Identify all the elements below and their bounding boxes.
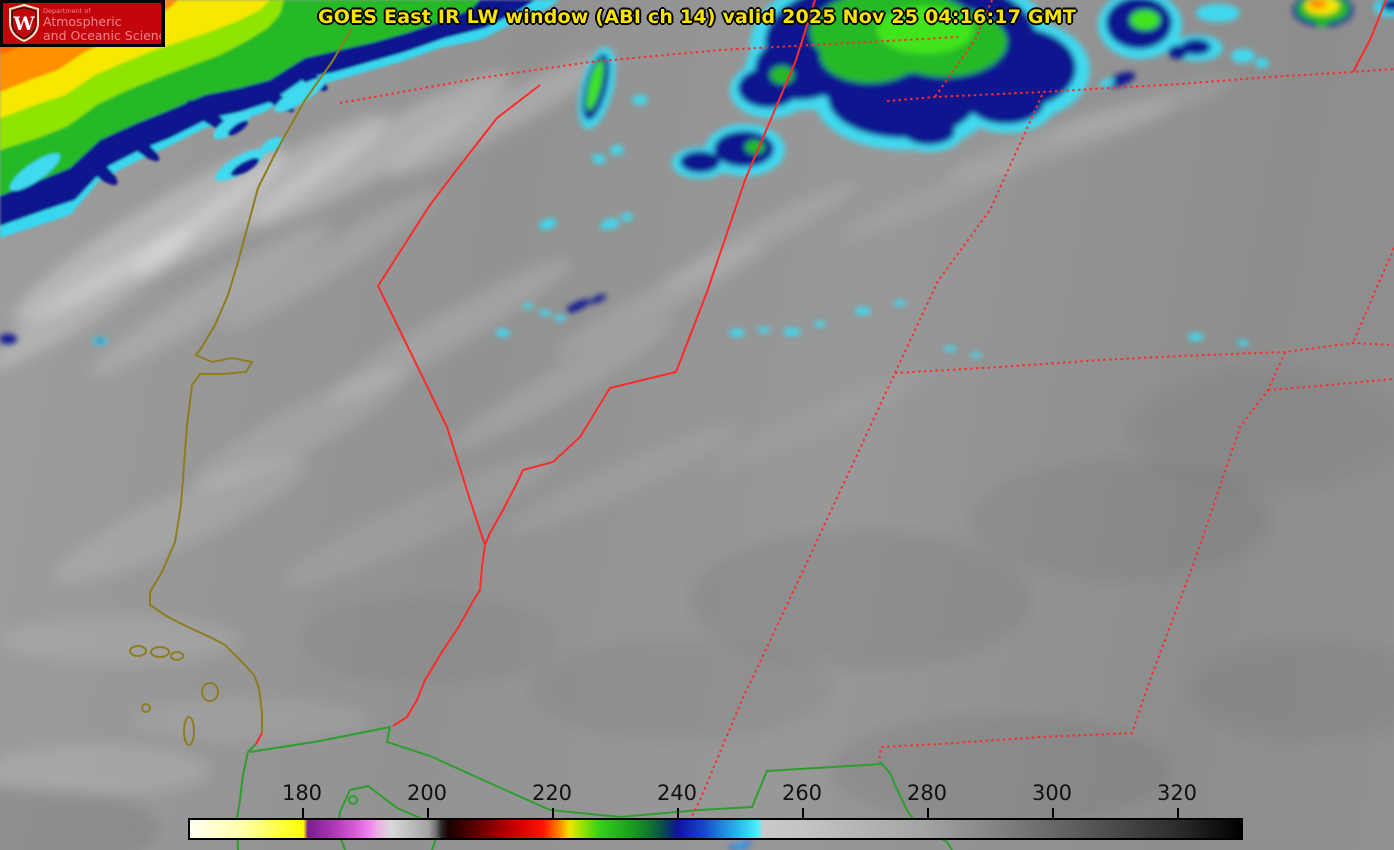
colorbar-tick xyxy=(427,808,429,818)
logo-name-line2: and Oceanic Sciences xyxy=(43,28,161,43)
colorbar-label: 220 xyxy=(531,781,573,805)
gray-cloud-streaks xyxy=(0,51,1394,850)
state-boundary-river xyxy=(392,0,816,727)
uw-crest-icon: W xyxy=(9,4,39,43)
colorbar-tick xyxy=(927,808,929,818)
colorbar-tick xyxy=(552,808,554,818)
state-boundary-solid xyxy=(376,84,541,546)
colorbar-label: 200 xyxy=(406,781,448,805)
image-title: GOES East IR LW window (ABI ch 14) valid… xyxy=(317,6,1076,28)
colorbar-tick xyxy=(802,808,804,818)
colorbar-tick xyxy=(1177,808,1179,818)
cold-cloud-blobs-top-right xyxy=(1098,0,1394,88)
map-boundaries-overlay xyxy=(129,0,1394,850)
cold-cloud-cluster-top-center xyxy=(672,0,1090,179)
colorbar-label: 300 xyxy=(1031,781,1073,805)
logo-background: W Department of Atmospheric and Oceanic … xyxy=(3,3,161,44)
logo-department-line: Department of xyxy=(43,7,91,15)
logo-name-line1: Atmospheric xyxy=(43,14,122,29)
cold-cloud-flecks xyxy=(0,47,1249,850)
svg-text:W: W xyxy=(12,13,35,35)
colorbar-label: 240 xyxy=(656,781,698,805)
colorbar-label: 320 xyxy=(1156,781,1198,805)
colorbar-tick xyxy=(677,808,679,818)
colorbar-tick xyxy=(1052,808,1054,818)
temperature-colorbar xyxy=(188,818,1243,840)
colorbar-tick xyxy=(302,808,304,818)
uw-aos-logo: W Department of Atmospheric and Oceanic … xyxy=(0,0,165,47)
coastline xyxy=(149,27,353,733)
colorbar-label: 280 xyxy=(906,781,948,805)
colorbar-label: 260 xyxy=(781,781,823,805)
colorbar-label: 180 xyxy=(281,781,323,805)
